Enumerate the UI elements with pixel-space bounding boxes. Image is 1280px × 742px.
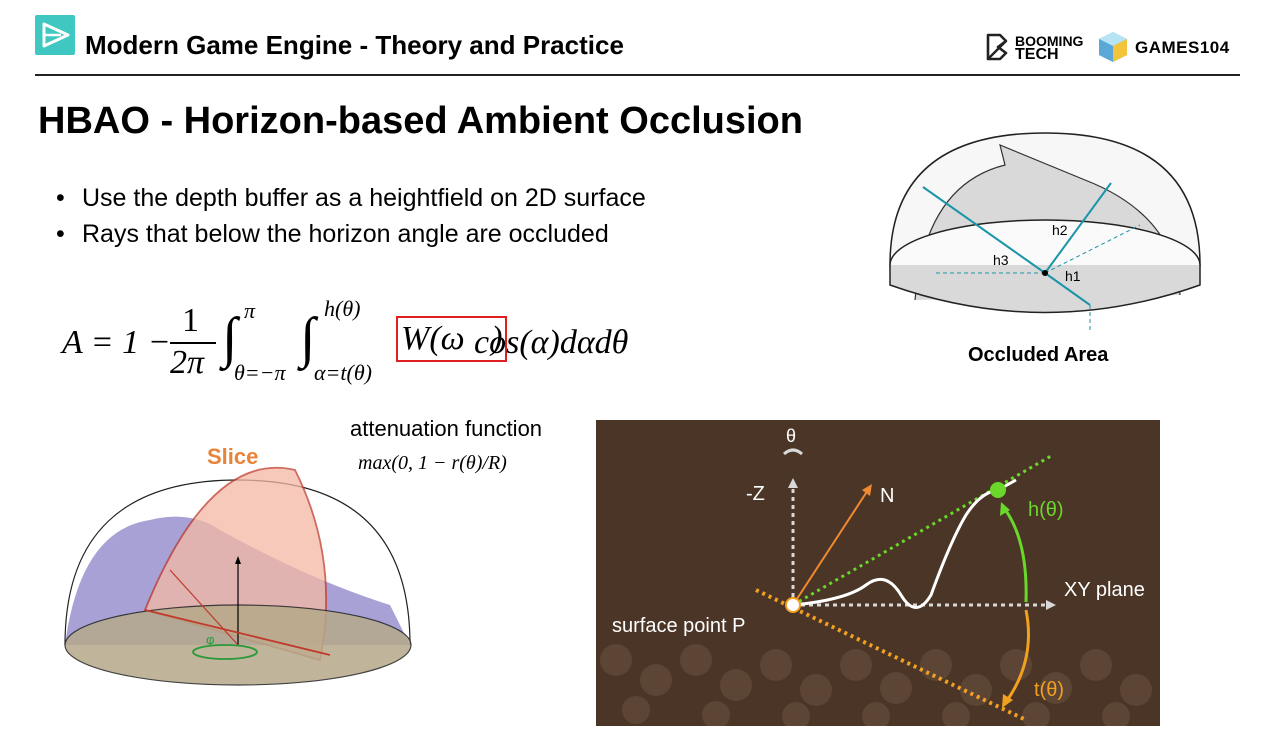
formula-rest: cos(α)dαdθ xyxy=(474,324,629,361)
integral-1-lower: θ=−π xyxy=(234,360,286,385)
course-logo xyxy=(35,15,75,55)
surface-point xyxy=(785,597,801,613)
formula-boxed-term: W(ω⃗) xyxy=(396,316,508,362)
brand-booming: BOOMING xyxy=(1015,33,1084,49)
label-h3: h3 xyxy=(993,252,1009,268)
h-theta-label: h(θ) xyxy=(1028,499,1064,521)
brand-games104: GAMES104 xyxy=(1135,38,1230,57)
ground-dots xyxy=(600,644,1152,726)
integral-sign-1: ∫ xyxy=(222,307,238,369)
formula-frac-den: 2π xyxy=(170,344,205,381)
course-title: Modern Game Engine - Theory and Practice xyxy=(85,30,624,60)
phi-rotation-ring xyxy=(192,644,258,660)
normal-label: N xyxy=(880,485,894,507)
integral-1-upper: π xyxy=(244,298,256,323)
phi-label: φ xyxy=(206,632,214,647)
tangent-line xyxy=(755,588,1027,722)
neg-z-label: -Z xyxy=(746,483,765,505)
integral-2-upper: h(θ) xyxy=(324,296,361,321)
slice-base-line xyxy=(144,609,331,656)
ray-h1 xyxy=(1044,272,1091,306)
horizon-line xyxy=(792,454,1052,607)
ray-h3 xyxy=(922,186,1046,274)
neg-z-arrow-icon xyxy=(788,478,798,488)
heightfield-curve xyxy=(792,478,1017,609)
t-theta-label: t(θ) xyxy=(1034,679,1064,701)
brand-booming-tech: BOOMING TECH xyxy=(1015,33,1084,63)
t-theta-arc xyxy=(1004,609,1030,703)
theta-rotation-icon xyxy=(783,448,803,456)
base-rim xyxy=(889,265,1201,314)
normal-arrow-icon xyxy=(862,484,872,496)
integral-2-lower: α=t(θ) xyxy=(314,360,372,385)
games104-cube-icon xyxy=(1099,32,1127,62)
surface-point-label: surface point P xyxy=(612,615,745,637)
horizon-sample-point xyxy=(990,482,1006,498)
attenuation-expression: max(0, 1 − r(θ)/R) xyxy=(358,452,507,474)
theta-label: θ xyxy=(786,426,796,446)
occluded-area-caption: Occluded Area xyxy=(968,344,1109,366)
slide-title: HBAO - Horizon-based Ambient Occlusion xyxy=(38,100,803,142)
slice-horizon-ray xyxy=(169,569,239,646)
bullet-item: Use the depth buffer as a heightfield on… xyxy=(56,180,646,216)
header-divider xyxy=(35,74,1240,76)
formula-lhs: A = 1 − xyxy=(62,324,171,361)
h-theta-arc xyxy=(1002,507,1028,603)
brand-tech: TECH xyxy=(1015,46,1059,63)
label-h1: h1 xyxy=(1065,268,1081,284)
booming-tech-logo-icon xyxy=(986,33,1008,61)
bullet-list: Use the depth buffer as a heightfield on… xyxy=(56,180,646,252)
h-theta-arrow-icon xyxy=(1000,502,1010,516)
sample-point xyxy=(1042,270,1048,276)
integral-sign-2: ∫ xyxy=(300,307,316,369)
horizon-angle-figure: θ -Z N h(θ) XY plane surface point P t(θ… xyxy=(596,420,1160,726)
t-theta-arrow-icon xyxy=(1002,694,1013,708)
base-dash-h2 xyxy=(1044,224,1141,274)
occluded-area-figure: h3 h2 h1 xyxy=(889,132,1201,330)
bullet-item: Rays that below the horizon angle are oc… xyxy=(56,216,646,252)
slice-normal-arrow-icon xyxy=(235,556,241,564)
normal-vector xyxy=(792,489,869,606)
play-icon xyxy=(42,22,70,48)
ray-h2 xyxy=(1044,182,1112,274)
horizon-figure-background xyxy=(596,420,1160,726)
formula-frac-bar xyxy=(170,342,216,344)
label-h2: h2 xyxy=(1052,222,1068,238)
slice-label: Slice xyxy=(207,444,259,469)
attenuation-label: attenuation function xyxy=(350,416,543,441)
formula-frac-num: 1 xyxy=(182,302,199,339)
xy-plane-arrow-icon xyxy=(1046,600,1056,610)
xy-plane-label: XY plane xyxy=(1064,579,1145,601)
slice-hemisphere-figure: φ xyxy=(64,466,412,686)
